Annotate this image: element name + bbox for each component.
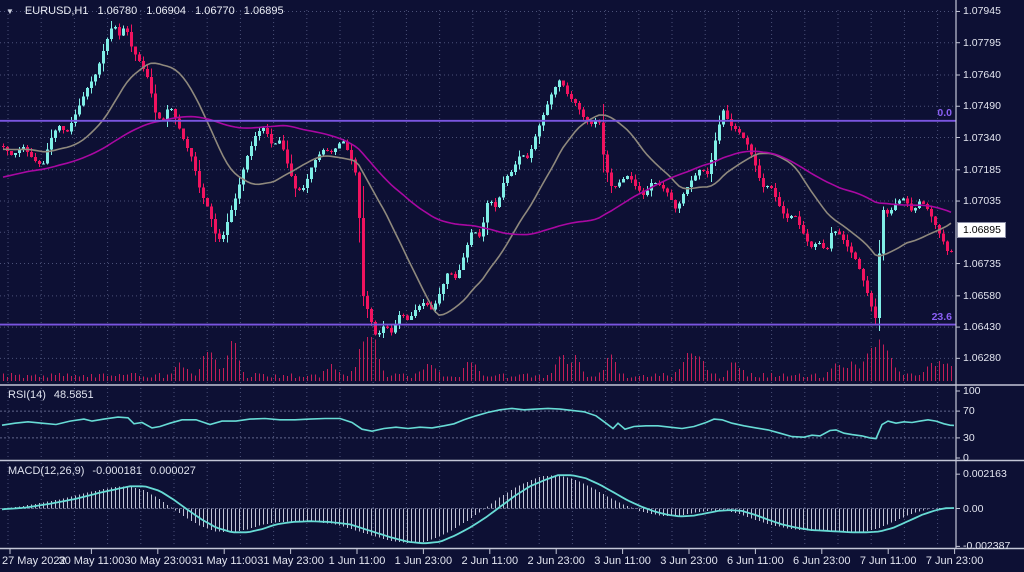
macd-indicator-name: MACD(12,26,9) — [8, 465, 85, 477]
time-axis-label: 6 Jun 11:00 — [727, 555, 784, 567]
current-price-tag: 1.06895 — [957, 222, 1006, 239]
time-axis-label: 7 Jun 11:00 — [859, 555, 917, 567]
symbol-timeframe-label: EURUSD,H1 — [24, 5, 89, 17]
price-axis-label: 1.06580 — [963, 289, 1001, 302]
ma-fast-line — [3, 62, 952, 317]
fibonacci-lines[interactable] — [0, 119, 956, 326]
rsi-axis-label: 70 — [963, 405, 975, 418]
rsi-pane-label: RSI(14) 48.5851 — [8, 389, 94, 401]
ohlc-close-value: 1.06895 — [243, 5, 284, 17]
time-axis-label: 3 Jun 11:00 — [594, 555, 651, 567]
price-axis-label: 1.07640 — [963, 69, 1001, 81]
ohlc-low-value: 1.06770 — [195, 5, 235, 17]
time-axis-label: 7 Jun 23:00 — [925, 555, 984, 567]
price-axis-label: 1.06280 — [963, 352, 1001, 365]
macd-axis-label: 0.00 — [963, 502, 984, 515]
time-axis-label: 27 May 2022 — [2, 555, 66, 567]
rsi-line — [1, 407, 955, 440]
rsi-axis-label: 100 — [963, 385, 981, 397]
price-axis-label: 1.07490 — [963, 100, 1001, 113]
time-axis-label: 1 Jun 23:00 — [394, 555, 453, 567]
time-axis-label: 2 Jun 11:00 — [461, 555, 519, 567]
time-axis-label: 31 May 23:00 — [257, 555, 324, 567]
ma-slow-line — [2, 115, 952, 236]
rsi-axis-label: 0 — [963, 452, 969, 464]
rsi-current-value: 48.5851 — [53, 389, 94, 401]
fib-level-label: 0.0 — [937, 106, 952, 119]
pane-separators[interactable] — [0, 384, 1024, 550]
price-axis-label: 1.07185 — [963, 163, 1001, 176]
macd-main-value: -0.000181 — [92, 465, 142, 477]
price-axis-label: 1.06735 — [963, 257, 1001, 270]
macd-axis-label: -0.002387 — [963, 540, 1011, 553]
ohlc-high-value: 1.06904 — [146, 5, 187, 17]
macd-signal-line — [1, 474, 955, 545]
time-axis-label: 30 May 11:00 — [58, 555, 125, 567]
rsi-axis-label: 30 — [963, 431, 975, 444]
price-axis-label: 1.07035 — [963, 195, 1001, 208]
candles-layer — [2, 27, 953, 335]
price-axis-label: 1.07340 — [963, 131, 1001, 144]
price-axis-label: 1.07945 — [963, 5, 1001, 18]
volume-bars-layer — [3, 337, 952, 381]
macd-signal-value: 0.000027 — [149, 465, 196, 477]
price-axis-label: 1.07795 — [963, 36, 1001, 49]
macd-axis-label: 0.002163 — [963, 468, 1007, 481]
rsi-indicator-name: RSI(14) — [8, 389, 46, 401]
axis-ticks — [9, 10, 960, 554]
macd-pane-label: MACD(12,26,9) -0.000181 0.000027 — [8, 465, 196, 477]
time-axis-label: 2 Jun 23:00 — [527, 555, 585, 567]
time-axis-label: 30 May 23:00 — [124, 555, 192, 567]
collapse-indicator-icon[interactable]: ▼ — [6, 6, 14, 16]
time-axis-label: 1 Jun 11:00 — [328, 555, 386, 567]
price-axis-label: 1.06430 — [963, 321, 1001, 334]
time-axis-label: 31 May 11:00 — [191, 555, 258, 567]
ohlc-open-value: 1.06780 — [97, 5, 138, 17]
fib-level-label: 23.6 — [931, 310, 952, 323]
macd-histogram-layer — [3, 475, 952, 544]
candle-wicks-layer — [3, 21, 952, 338]
horizontal-gridlines — [0, 10, 956, 509]
time-axis-label: 3 Jun 23:00 — [660, 555, 718, 567]
chart-header: ▼ EURUSD,H1 1.06780 1.06904 1.06770 1.06… — [6, 5, 284, 17]
time-axis-label: 6 Jun 23:00 — [793, 555, 851, 567]
